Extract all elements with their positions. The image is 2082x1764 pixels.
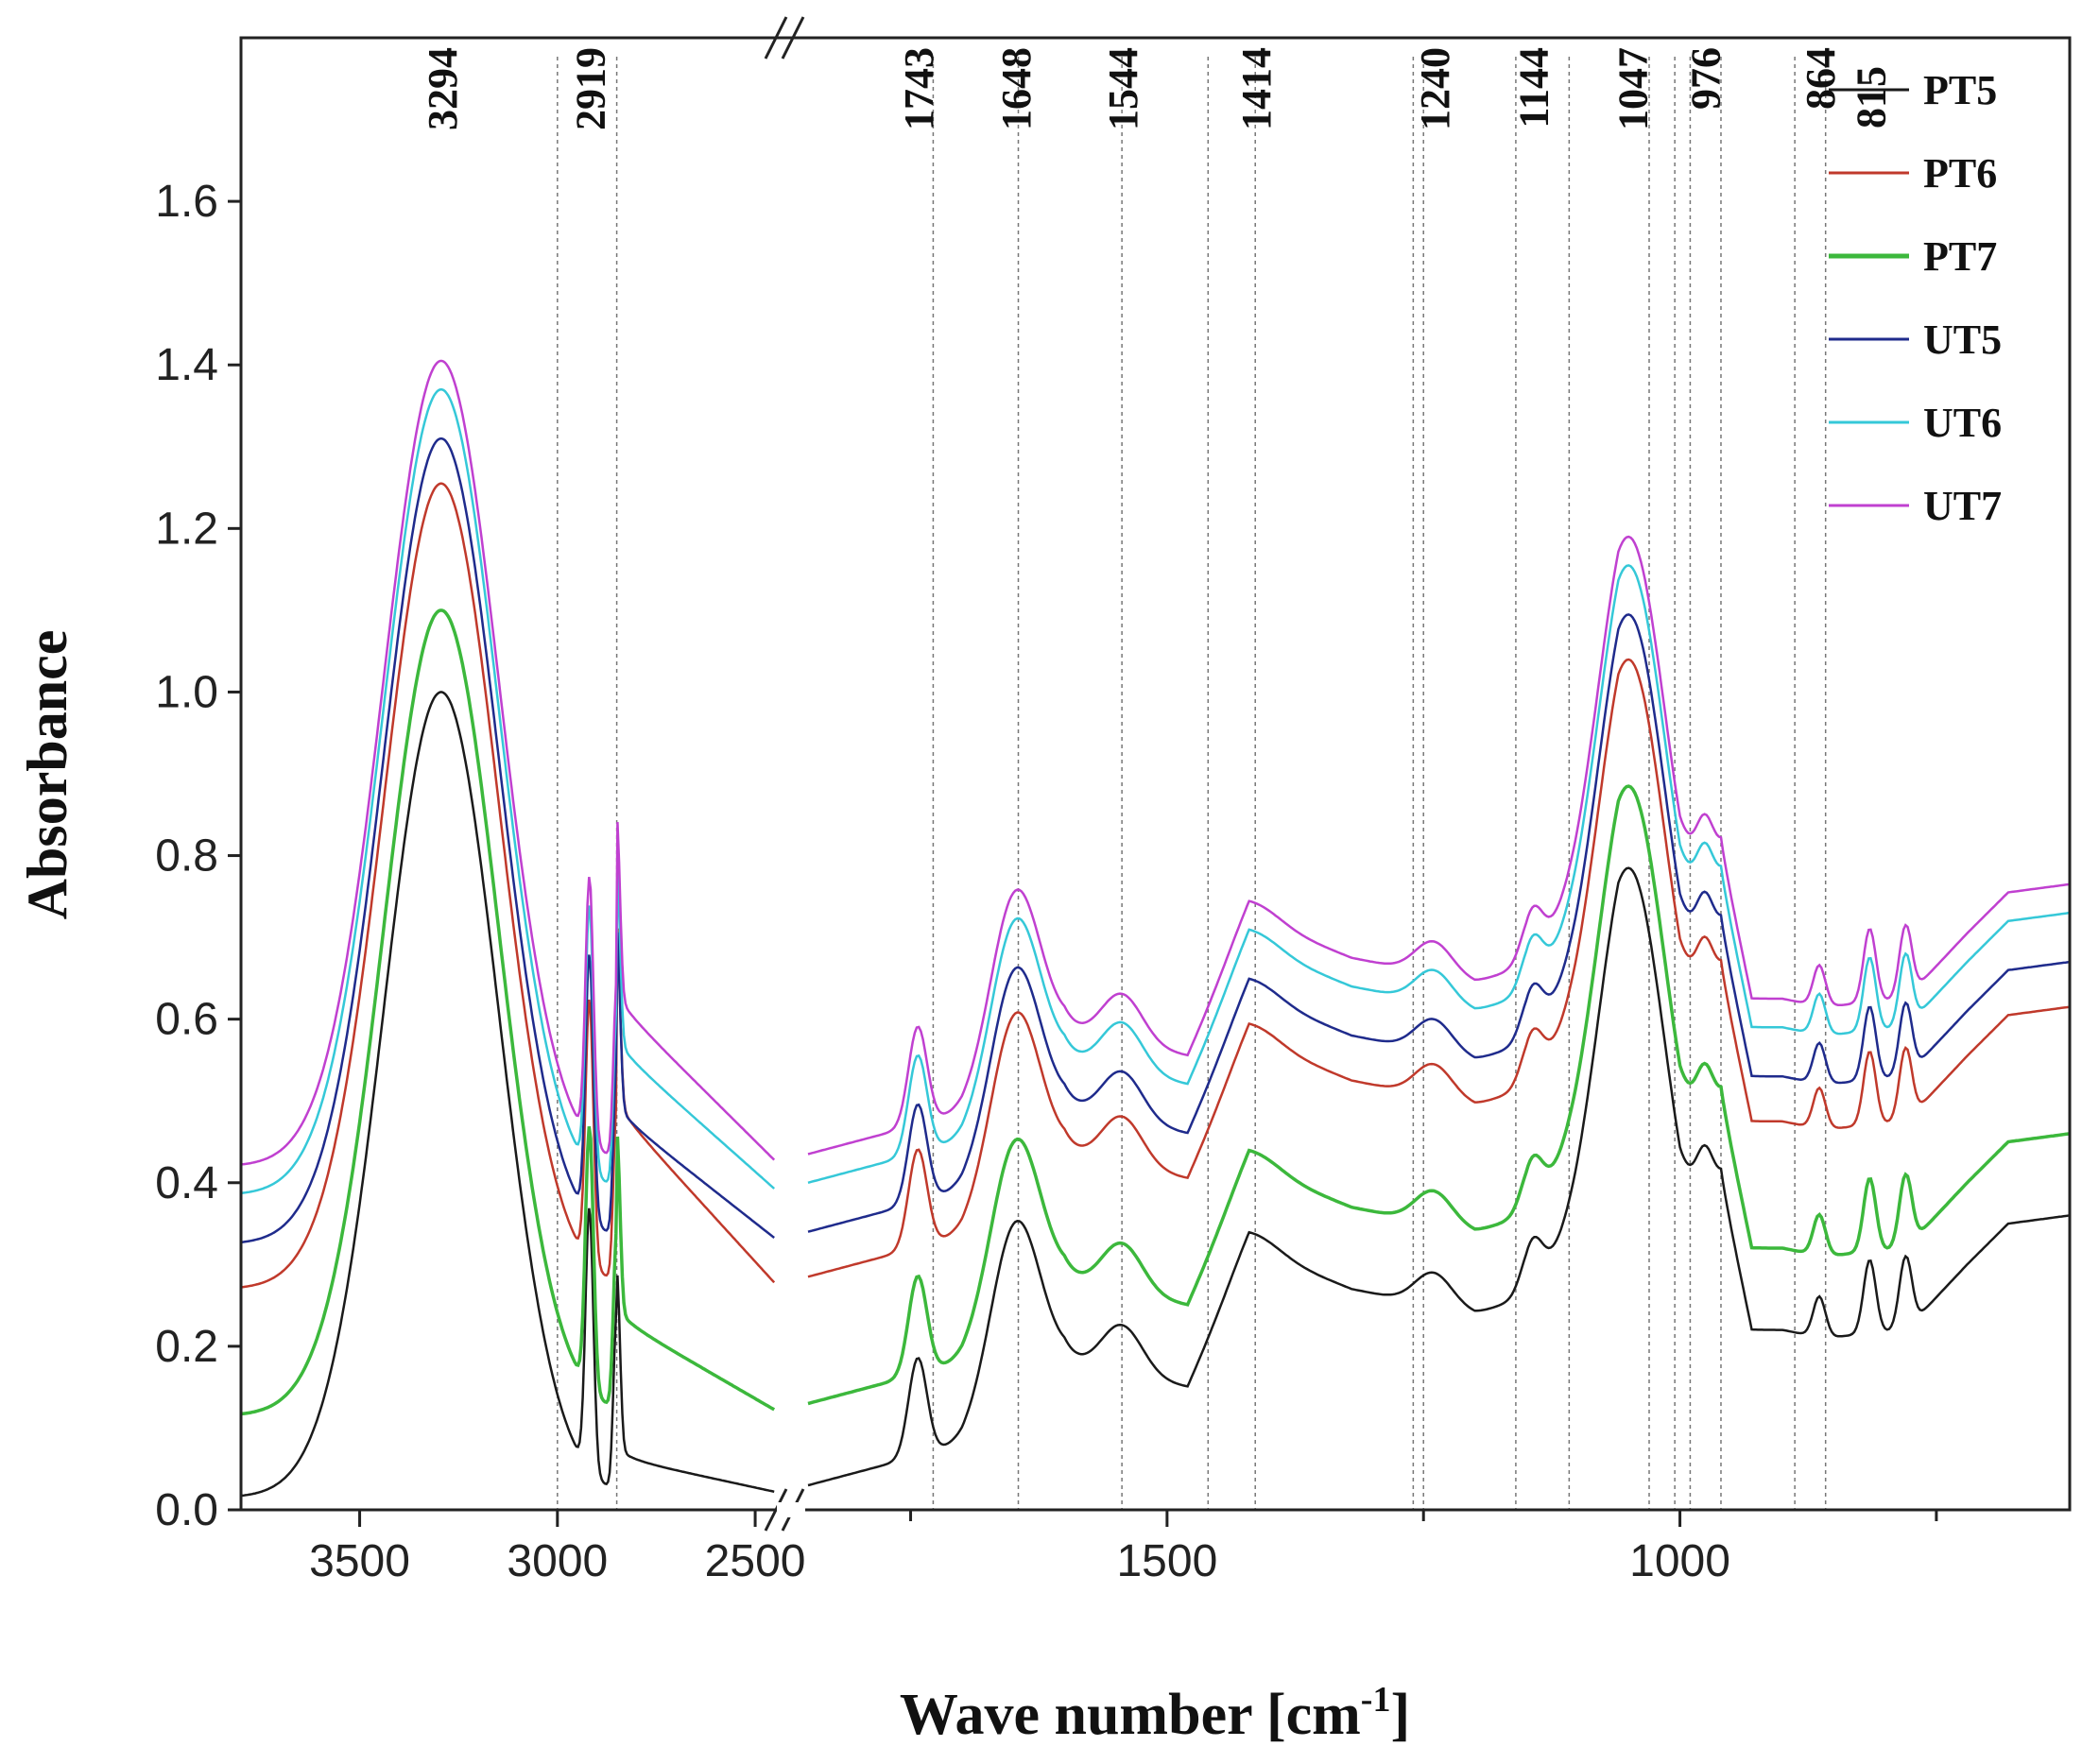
peak-label: 2919 [568, 47, 614, 130]
y-tick-label: 1.6 [155, 177, 218, 227]
series-line-ut7-segment-2 [807, 535, 2071, 1156]
series-line-pt5-segment-2 [807, 866, 2071, 1487]
peak-label: 815 [1848, 66, 1894, 128]
series-line-pt5-segment-1 [240, 691, 775, 1498]
plot-frame [239, 36, 2072, 1512]
series-line-ut6-segment-1 [240, 388, 776, 1195]
peak-labels: 3294 2919 1743 1648 1544 1414 1240 1144 1047 976 8… [420, 47, 1895, 130]
y-tick-label: 0.6 [155, 995, 218, 1045]
legend-label: UT6 [1923, 400, 2002, 446]
y-tick-label: 0.2 [155, 1322, 218, 1372]
x-tick-label: 3000 [507, 1536, 608, 1586]
series-line-pt7-segment-1 [240, 608, 776, 1416]
series-line-ut5-segment-1 [240, 437, 775, 1244]
series-layer [240, 359, 2071, 1498]
y-tick-label: 1.2 [155, 504, 218, 554]
y-tick-label: 1.4 [155, 340, 218, 390]
series-line-pt6-segment-2 [807, 658, 2071, 1278]
peak-label: 1544 [1100, 47, 1146, 130]
series-line-pt6-segment-1 [240, 482, 776, 1289]
x-axis-title-close: ] [1390, 1683, 1410, 1747]
y-axis: 0.0 0.2 0.4 0.6 0.8 1.0 1.2 1.4 1.6 [155, 177, 241, 1535]
peak-label: 1743 [896, 47, 942, 130]
x-tick-label: 2500 [705, 1536, 806, 1586]
x-tick-label: 1000 [1629, 1536, 1730, 1586]
legend-label: PT6 [1923, 150, 1997, 197]
y-tick-label: 1.0 [155, 667, 218, 717]
break-slash-bottom [764, 1488, 788, 1532]
y-axis-title: Absorbance [16, 630, 78, 920]
peak-label: 1047 [1610, 47, 1657, 130]
y-tick-label: 0.0 [155, 1485, 218, 1535]
x-tick-label: 3500 [309, 1536, 410, 1586]
break-slash-top [764, 16, 788, 60]
legend-label: UT5 [1923, 317, 2002, 363]
peak-label: 3294 [420, 47, 466, 130]
y-tick-label: 0.8 [155, 831, 218, 882]
peak-label: 1414 [1233, 47, 1280, 130]
break-gap [777, 1502, 805, 1517]
x-axis: 3500 3000 2500 1500 1000 [309, 1510, 1938, 1586]
legend-label: PT5 [1923, 67, 1997, 113]
series-line-pt7-segment-2 [807, 784, 2071, 1406]
series-line-ut5-segment-2 [807, 613, 2071, 1233]
peak-label: 1144 [1510, 47, 1557, 128]
peak-label: 1240 [1412, 47, 1458, 130]
y-tick-label: 0.4 [155, 1158, 218, 1208]
axis-break-mark [764, 16, 805, 1532]
x-axis-title: Wave number [cm-1] [900, 1680, 1410, 1747]
x-axis-title-sup: -1 [1361, 1680, 1391, 1720]
peak-label: 864 [1798, 47, 1844, 110]
peak-label: 1648 [993, 47, 1040, 130]
break-slash-top [781, 16, 805, 60]
legend-label: PT7 [1923, 233, 1997, 280]
legend-label: UT7 [1923, 483, 2002, 529]
legend: PT5 PT6 PT7 UT5 UT6 UT7 [1829, 67, 2002, 529]
x-tick-label: 1500 [1116, 1536, 1217, 1586]
peak-label: 976 [1683, 47, 1729, 110]
series-line-ut6-segment-2 [807, 564, 2071, 1185]
x-axis-title-main: Wave number [cm [900, 1683, 1361, 1747]
series-line-ut7-segment-1 [240, 359, 776, 1166]
